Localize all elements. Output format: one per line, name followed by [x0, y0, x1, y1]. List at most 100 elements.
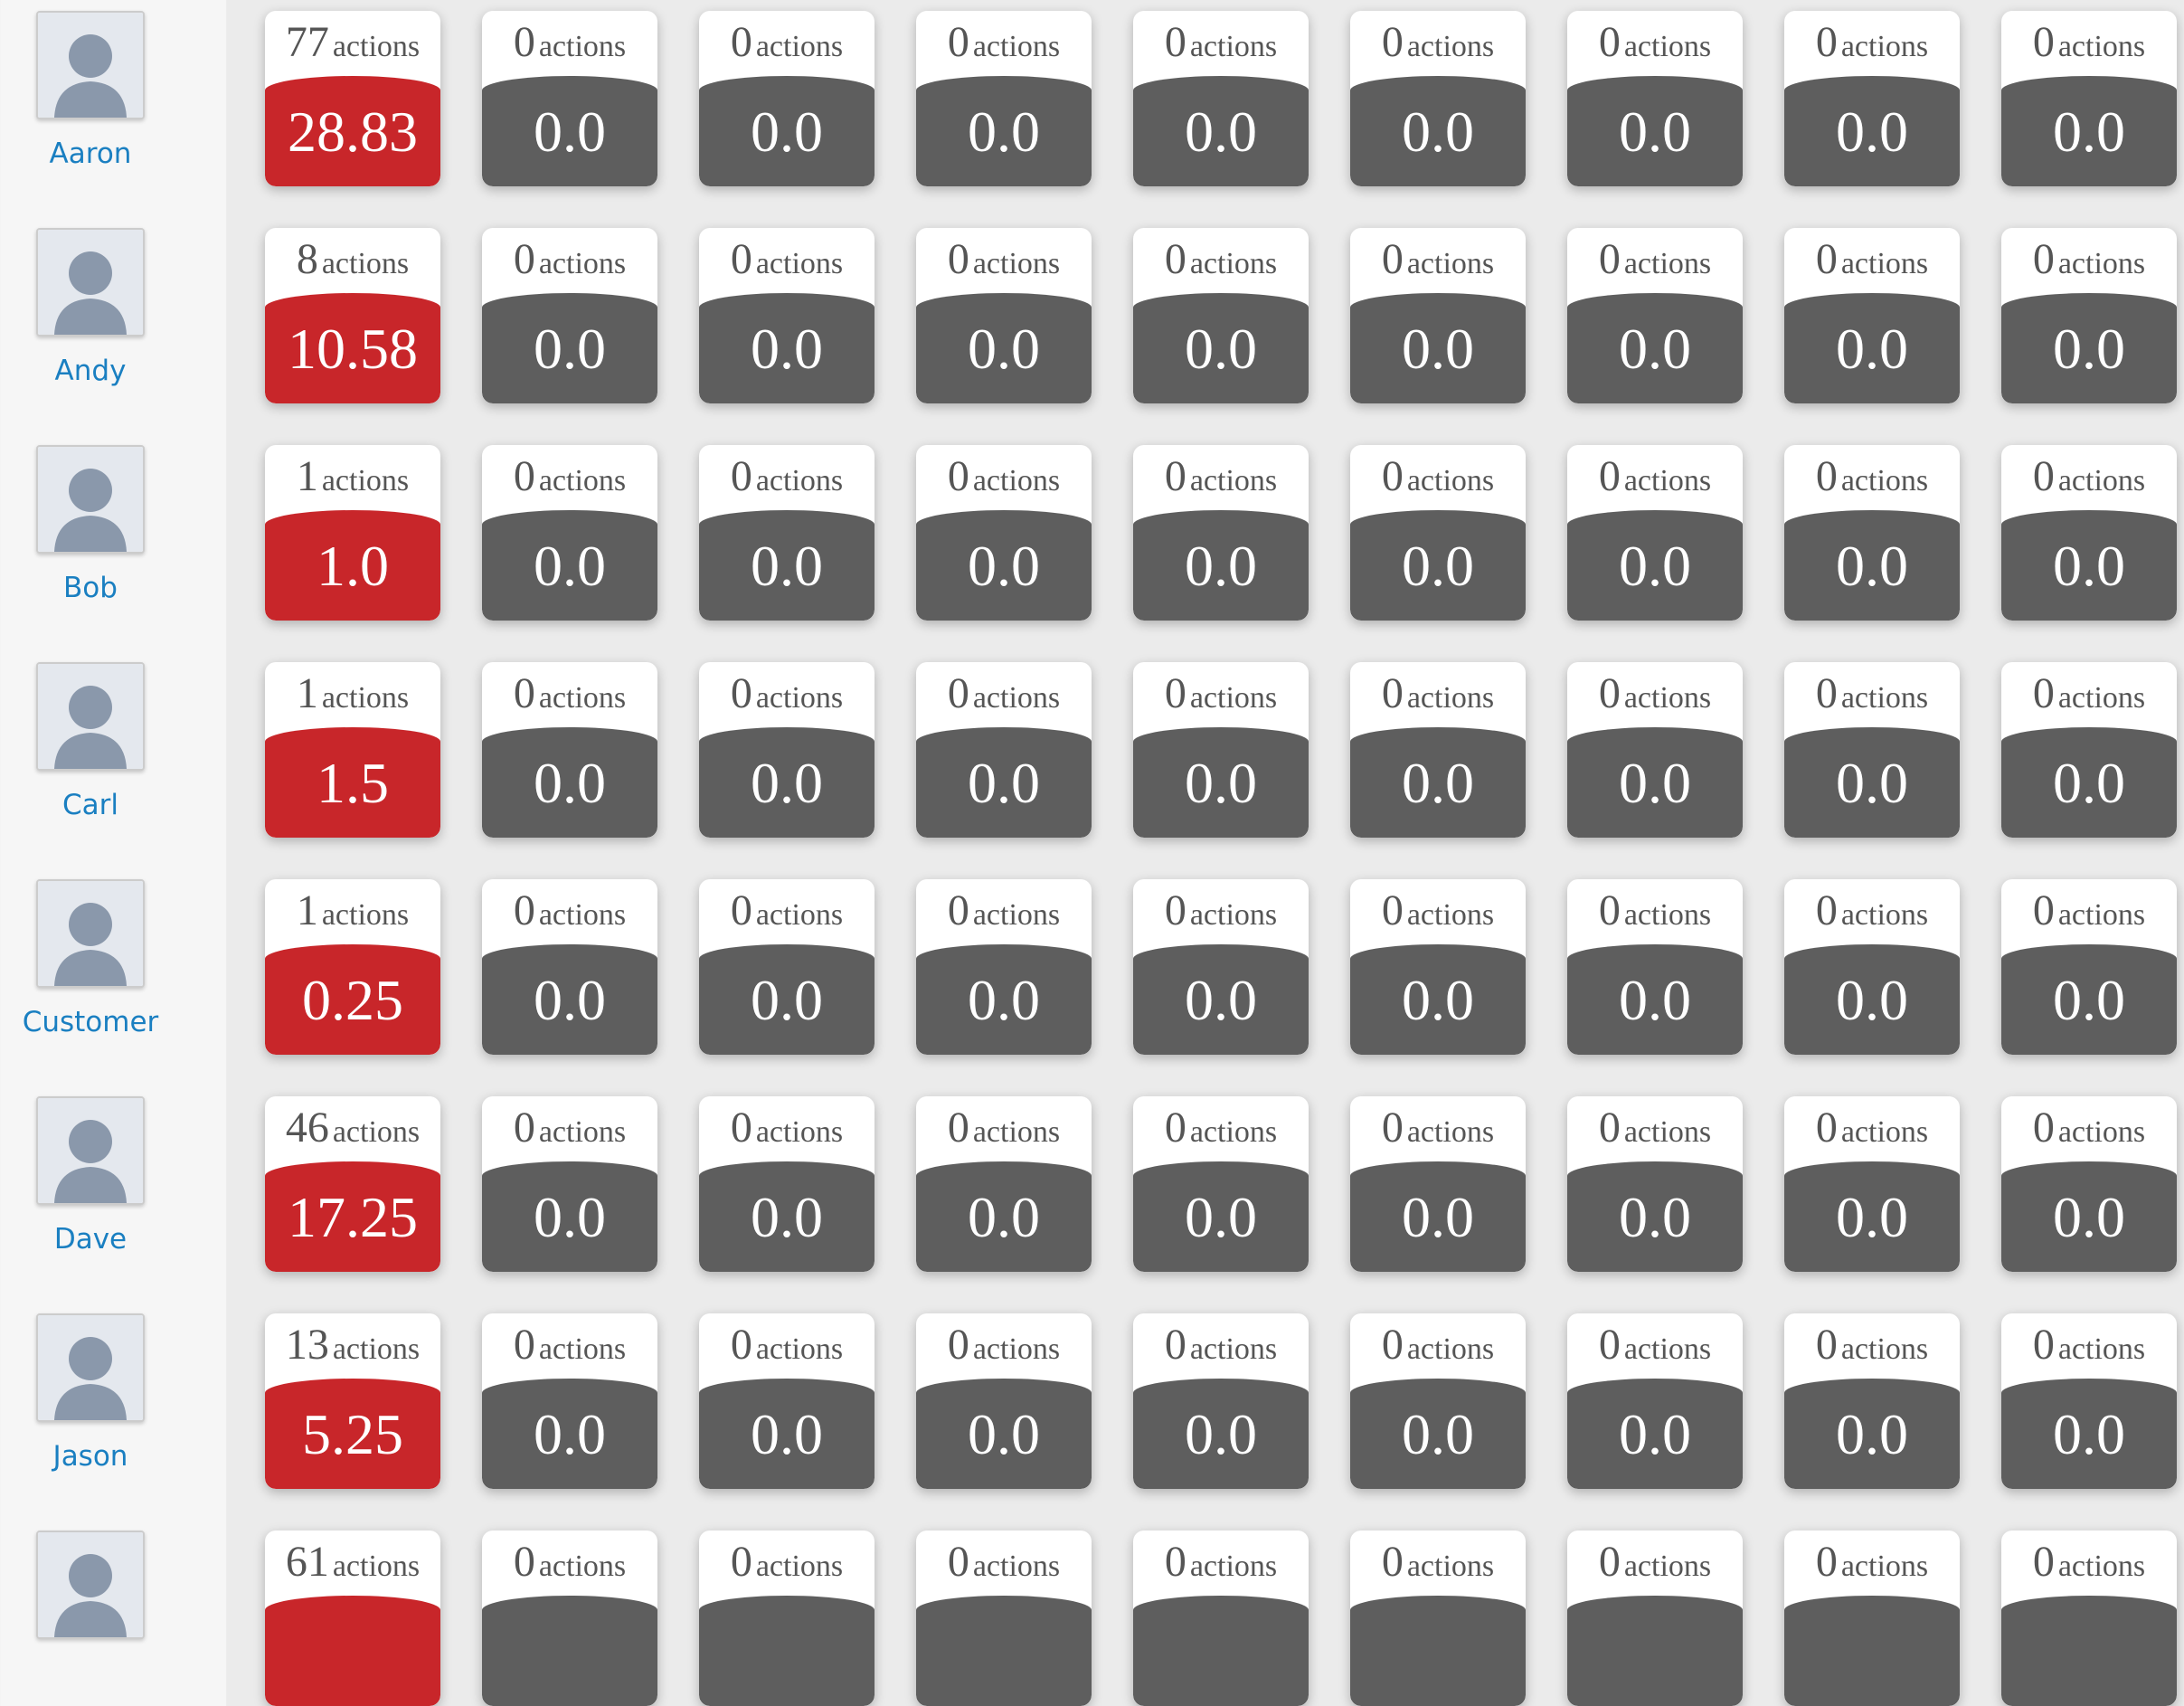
- action-unit: actions: [756, 1550, 843, 1583]
- cell-header: 0 actions: [1784, 879, 1960, 946]
- action-unit: actions: [1190, 30, 1277, 63]
- score-value: 0.0: [699, 1161, 875, 1272]
- action-unit: actions: [1407, 1550, 1494, 1583]
- action-unit: actions: [1190, 1550, 1277, 1583]
- cell-header: 0 actions: [1784, 228, 1960, 295]
- cell-header: 0 actions: [1567, 662, 1743, 729]
- user-name[interactable]: Customer: [0, 1006, 181, 1038]
- score-value: 0.0: [1350, 727, 1526, 838]
- cell-header: 0 actions: [1133, 228, 1309, 295]
- cell-header: 0 actions: [1567, 445, 1743, 512]
- cell-header: 0 actions: [482, 1313, 657, 1380]
- action-unit: actions: [2058, 1550, 2145, 1583]
- action-count: 0: [1599, 1104, 1621, 1152]
- score-cell: 61 actions: [265, 1531, 440, 1706]
- score-value: [2001, 1596, 2177, 1706]
- action-unit: actions: [1841, 1332, 1928, 1366]
- score-value: 0.0: [1133, 1379, 1309, 1489]
- score-value: 0.0: [1350, 1161, 1526, 1272]
- action-count: 0: [948, 1538, 969, 1586]
- score-value: 0.0: [916, 510, 1092, 621]
- action-unit: actions: [973, 1332, 1060, 1366]
- user-name[interactable]: Carl: [0, 789, 181, 821]
- action-count: 0: [1165, 669, 1187, 717]
- action-count: 13: [286, 1321, 329, 1369]
- user-name[interactable]: Andy: [0, 355, 181, 387]
- cell-header: 0 actions: [482, 445, 657, 512]
- score-value: 0.0: [1784, 1161, 1960, 1272]
- score-value: 28.83: [265, 76, 440, 186]
- action-unit: actions: [333, 1332, 420, 1366]
- action-unit: actions: [322, 898, 409, 932]
- score-value: 0.0: [1784, 1379, 1960, 1489]
- user-name[interactable]: Jason: [0, 1440, 181, 1473]
- cell-header: 0 actions: [1567, 228, 1743, 295]
- action-count: 0: [1382, 18, 1404, 66]
- score-value: 1.5: [265, 727, 440, 838]
- cell-header: 0 actions: [699, 879, 875, 946]
- score-value: 0.0: [699, 293, 875, 403]
- avatar-silhouette: [38, 447, 143, 552]
- user-name[interactable]: Aaron: [0, 137, 181, 170]
- user-name[interactable]: Dave: [0, 1223, 181, 1256]
- action-count: 0: [1599, 1321, 1621, 1369]
- action-unit: actions: [2058, 898, 2145, 932]
- action-count: 0: [514, 1321, 535, 1369]
- action-count: 61: [286, 1538, 329, 1586]
- cell-header: 0 actions: [699, 1313, 875, 1380]
- score-value: 0.0: [1784, 293, 1960, 403]
- cell-header: 0 actions: [1133, 445, 1309, 512]
- action-unit: actions: [1190, 898, 1277, 932]
- action-unit: actions: [1624, 681, 1711, 715]
- score-value: 0.0: [482, 76, 657, 186]
- action-unit: actions: [539, 1550, 626, 1583]
- cell-header: 0 actions: [1350, 1531, 1526, 1597]
- action-unit: actions: [539, 898, 626, 932]
- cell-header: 0 actions: [916, 879, 1092, 946]
- user-name[interactable]: Bob: [0, 572, 181, 604]
- cell-header: 0 actions: [1133, 1531, 1309, 1597]
- action-unit: actions: [1841, 1550, 1928, 1583]
- cell-header: 0 actions: [482, 1096, 657, 1163]
- cell-header: 0 actions: [1350, 1313, 1526, 1380]
- action-unit: actions: [973, 1115, 1060, 1149]
- score-value: 0.0: [1567, 944, 1743, 1055]
- cell-header: 0 actions: [2001, 11, 2177, 78]
- cell-header: 0 actions: [1350, 1096, 1526, 1163]
- score-value: [1133, 1596, 1309, 1706]
- action-count: 0: [1816, 886, 1838, 934]
- action-unit: actions: [1624, 1115, 1711, 1149]
- score-cell: 0 actions: [1133, 1531, 1309, 1706]
- score-value: 0.0: [1350, 76, 1526, 186]
- score-value: 0.0: [2001, 293, 2177, 403]
- action-count: 0: [948, 18, 969, 66]
- action-count: 0: [1816, 452, 1838, 500]
- cell-header: 0 actions: [482, 879, 657, 946]
- action-count: 0: [1599, 669, 1621, 717]
- action-unit: actions: [1190, 681, 1277, 715]
- cell-header: 0 actions: [1133, 662, 1309, 729]
- cell-header: 0 actions: [699, 1096, 875, 1163]
- avatar-silhouette: [38, 664, 143, 769]
- cell-header: 0 actions: [1350, 879, 1526, 946]
- cell-header: 0 actions: [2001, 1531, 2177, 1597]
- score-value: 5.25: [265, 1379, 440, 1489]
- score-value: 0.0: [699, 1379, 875, 1489]
- score-value: 0.25: [265, 944, 440, 1055]
- action-unit: actions: [1407, 681, 1494, 715]
- action-count: 0: [1816, 235, 1838, 283]
- action-count: 0: [948, 1104, 969, 1152]
- action-unit: actions: [2058, 681, 2145, 715]
